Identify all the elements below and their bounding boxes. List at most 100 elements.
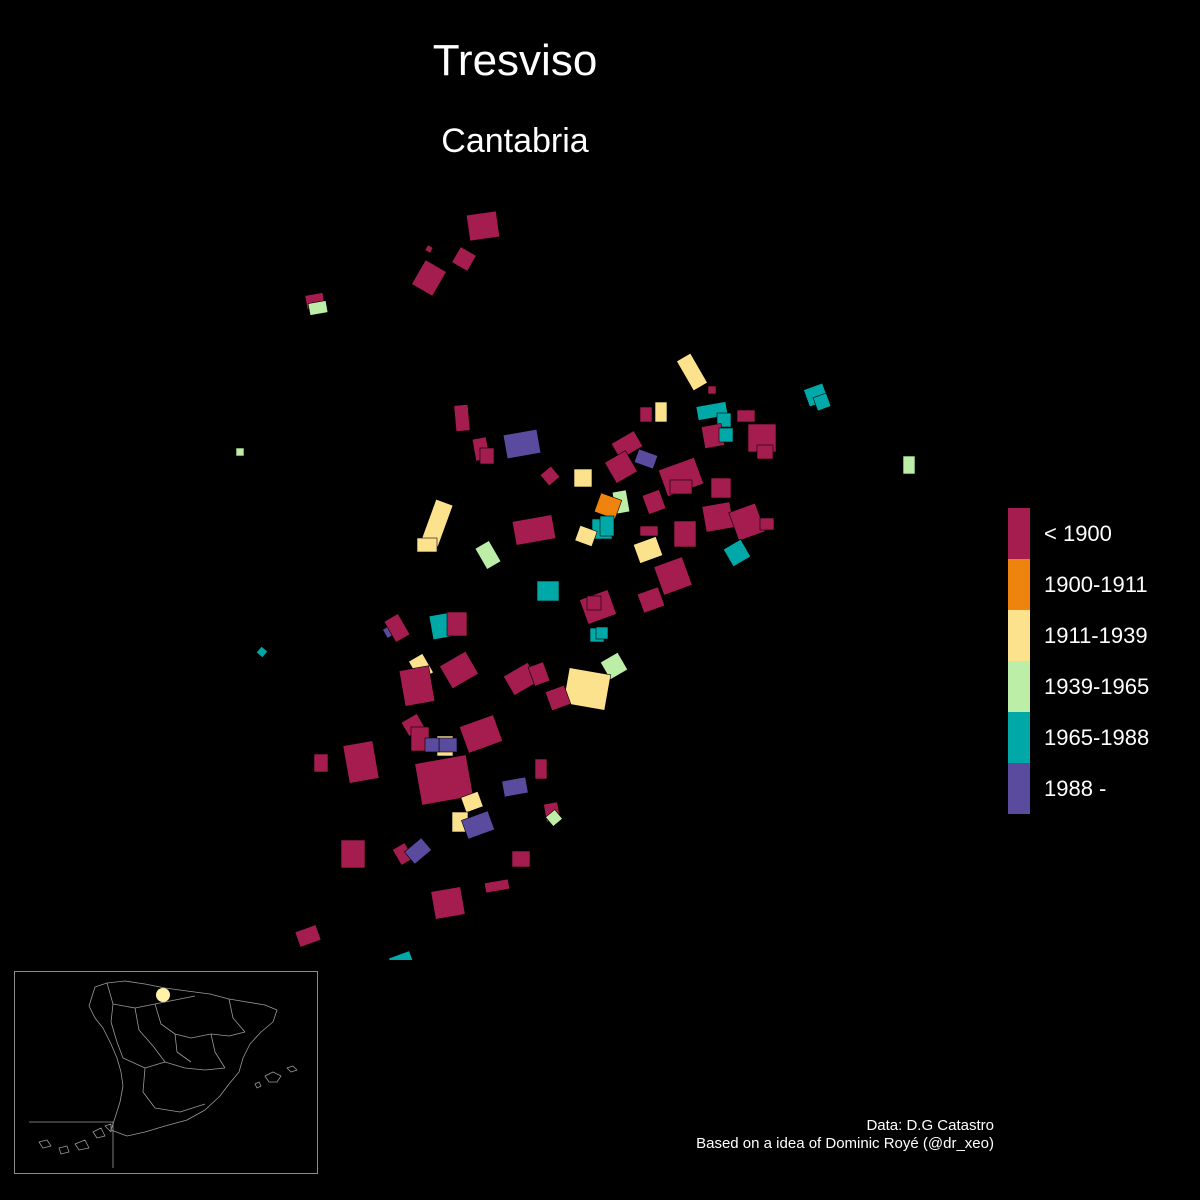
building-footprint (527, 661, 551, 687)
building-footprint (511, 850, 531, 868)
building-footprint (610, 430, 644, 460)
building-footprint (676, 352, 708, 392)
building-footprint (461, 810, 495, 840)
canary-islands (38, 1123, 112, 1155)
building-footprint (294, 924, 322, 948)
building-footprint (722, 538, 752, 568)
legend-swatch (1008, 763, 1030, 814)
building-footprint (398, 665, 436, 707)
building-footprint (453, 404, 471, 432)
legend-item: 1988 - (1008, 763, 1149, 814)
building-footprint (451, 246, 477, 272)
building-footprint (511, 514, 557, 546)
building-footprint (545, 809, 563, 827)
spain-outline-map (29, 980, 298, 1168)
legend-item: 1939-1965 (1008, 661, 1149, 712)
region-border (106, 982, 246, 1113)
building-footprint (430, 886, 466, 920)
building-footprint (474, 540, 502, 570)
building-footprint (595, 626, 609, 640)
legend-label: 1900-1911 (1044, 571, 1148, 597)
peninsula-outline (88, 980, 278, 1137)
building-footprint (641, 489, 667, 515)
legend-item: 1965-1988 (1008, 712, 1149, 763)
building-footprint (599, 651, 629, 681)
building-footprint (636, 586, 666, 614)
building-footprint (710, 477, 732, 499)
caption-credit: Based on a idea of Dominic Royé (@dr_xeo… (696, 1135, 994, 1152)
building-footprint (604, 450, 638, 484)
building-footprint (718, 427, 734, 443)
legend-item: < 1900 (1008, 508, 1149, 559)
building-footprint (404, 837, 432, 865)
building-footprint (573, 468, 593, 488)
building-footprint (639, 525, 659, 537)
building-footprint (439, 650, 479, 690)
building-footprint (562, 667, 612, 711)
building-footprint (416, 537, 438, 553)
building-footprint (728, 502, 766, 542)
building-footprint (307, 300, 329, 316)
legend-swatch (1008, 661, 1030, 712)
building-footprint (574, 525, 598, 547)
building-footprint (255, 645, 269, 659)
legend-swatch (1008, 610, 1030, 661)
legend-label: 1911-1939 (1044, 622, 1148, 648)
balearic-islands (254, 1065, 298, 1089)
spain-locator-inset (14, 971, 318, 1174)
building-footprint (411, 259, 447, 297)
building-footprint (460, 791, 484, 813)
building-footprint (759, 517, 775, 531)
legend-item: 1911-1939 (1008, 610, 1149, 661)
legend-item: 1900-1911 (1008, 559, 1149, 610)
building-footprint (424, 737, 440, 753)
building-footprint (669, 479, 693, 495)
building-footprint (673, 520, 697, 548)
building-footprint (383, 613, 411, 643)
building-footprint (446, 611, 468, 637)
legend-label: < 1900 (1044, 520, 1112, 546)
legend-label: 1988 - (1044, 775, 1107, 801)
building-footprint (701, 501, 735, 533)
location-marker (156, 988, 170, 1002)
building-footprint (414, 754, 474, 806)
building-footprint (654, 401, 668, 423)
building-footprint (707, 385, 717, 395)
legend: < 1900 1900-1911 1911-1939 1939-1965 196… (1008, 508, 1149, 814)
building-footprint (756, 444, 774, 460)
map-subtitle: Cantabria (441, 122, 589, 160)
building-footprint (902, 455, 916, 475)
building-footprints-map (235, 210, 916, 960)
building-footprint (235, 447, 245, 457)
legend-label: 1965-1988 (1044, 724, 1150, 750)
building-footprint (633, 448, 659, 470)
data-caption: Data: D.G Catastro Based on a idea of Do… (696, 1117, 994, 1153)
legend-swatch (1008, 559, 1030, 610)
legend-swatch (1008, 508, 1030, 559)
building-footprint (534, 758, 548, 780)
building-footprint (479, 447, 495, 465)
building-footprint (342, 740, 380, 784)
building-footprint (458, 714, 504, 754)
building-footprint (539, 465, 561, 487)
canary-border (29, 1121, 114, 1168)
building-footprint (639, 406, 653, 423)
building-footprint (388, 950, 416, 960)
building-footprint (599, 515, 615, 537)
building-footprint (736, 409, 756, 423)
building-footprint (544, 684, 572, 712)
building-footprint (632, 536, 664, 564)
building-footprint (483, 878, 511, 894)
building-footprint (438, 737, 458, 753)
building-footprint (340, 839, 366, 869)
building-footprint (465, 210, 501, 242)
building-footprint (586, 595, 602, 611)
building-footprint (536, 580, 560, 602)
building-footprint (593, 492, 623, 520)
map-title: Tresviso (432, 36, 598, 85)
building-footprint (424, 244, 434, 254)
legend-label: 1939-1965 (1044, 673, 1150, 699)
building-footprint (313, 753, 329, 773)
building-footprint (653, 556, 693, 596)
building-footprint (502, 428, 542, 460)
